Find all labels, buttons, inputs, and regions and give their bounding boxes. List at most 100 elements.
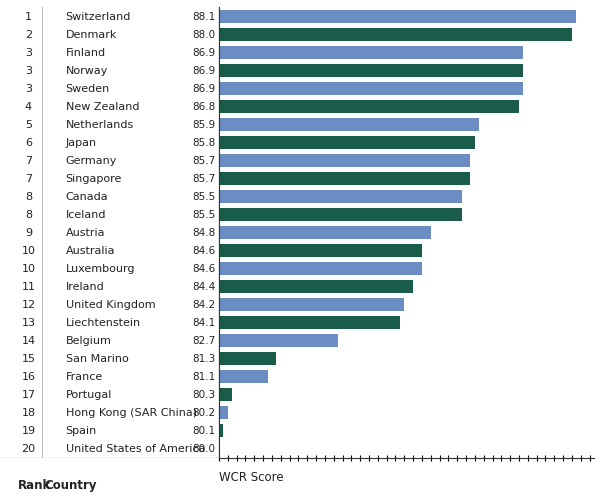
Text: Netherlands: Netherlands [66,120,134,130]
Text: 10: 10 [22,264,35,274]
Text: Rank: Rank [18,478,51,491]
Text: 82.7: 82.7 [192,336,215,346]
Text: 7: 7 [25,174,32,184]
Text: 6: 6 [25,138,32,148]
Bar [219,299,404,311]
Bar [219,119,479,132]
Text: 85.7: 85.7 [192,156,215,166]
Text: Iceland: Iceland [66,210,106,220]
Bar [219,244,422,258]
Text: Spain: Spain [66,425,97,435]
Text: 5: 5 [25,120,32,130]
Text: 2: 2 [25,31,32,41]
Text: 85.8: 85.8 [192,138,215,148]
Text: Country: Country [44,478,97,491]
Text: 18: 18 [22,408,35,418]
Text: United States of America: United States of America [66,443,205,453]
Text: Singapore: Singapore [66,174,122,184]
Bar [219,155,470,167]
Bar [219,83,523,96]
Text: 84.2: 84.2 [192,300,215,310]
Bar [219,263,422,276]
Bar [219,208,461,221]
X-axis label: WCR Score: WCR Score [219,470,284,483]
Text: Hong Kong (SAR China): Hong Kong (SAR China) [66,408,197,418]
Bar [219,316,400,329]
Text: 84.4: 84.4 [192,282,215,292]
Text: 11: 11 [22,282,35,292]
Text: 84.1: 84.1 [192,318,215,328]
Text: Luxembourg: Luxembourg [66,264,135,274]
Text: 7: 7 [25,156,32,166]
Text: Belgium: Belgium [66,336,112,346]
Text: Austria: Austria [66,228,105,238]
Text: Sweden: Sweden [66,84,110,94]
Text: Portugal: Portugal [66,390,112,400]
Text: Canada: Canada [66,192,109,202]
Text: 3: 3 [25,84,32,94]
Text: 85.7: 85.7 [192,174,215,184]
Bar [219,388,232,401]
Bar [219,352,277,365]
Text: 19: 19 [22,425,35,435]
Text: 84.6: 84.6 [192,264,215,274]
Text: 80.0: 80.0 [193,443,215,453]
Text: 15: 15 [22,354,35,364]
Text: 14: 14 [22,336,35,346]
Bar [219,334,338,347]
Text: 80.1: 80.1 [193,425,215,435]
Text: San Marino: San Marino [66,354,128,364]
Bar [219,29,572,42]
Text: 85.5: 85.5 [192,210,215,220]
Text: 88.0: 88.0 [193,31,215,41]
Text: 85.9: 85.9 [192,120,215,130]
Text: 88.1: 88.1 [192,13,215,23]
Text: Ireland: Ireland [66,282,104,292]
Bar [219,424,223,437]
Bar [219,101,519,114]
Text: New Zealand: New Zealand [66,102,139,112]
Text: 85.5: 85.5 [192,192,215,202]
Bar [219,226,431,239]
Bar [219,370,268,383]
Bar [219,137,475,150]
Text: 86.9: 86.9 [192,48,215,58]
Text: 16: 16 [22,372,35,382]
Bar [219,173,470,185]
Text: 86.8: 86.8 [192,102,215,112]
Bar [219,47,523,60]
Text: France: France [66,372,103,382]
Text: Denmark: Denmark [66,31,117,41]
Text: 3: 3 [25,48,32,58]
Text: 8: 8 [25,192,32,202]
Text: 9: 9 [25,228,32,238]
Bar [219,281,413,293]
Text: 81.3: 81.3 [192,354,215,364]
Bar [219,406,228,419]
Text: 84.6: 84.6 [192,246,215,256]
Text: Germany: Germany [66,156,117,166]
Text: Finland: Finland [66,48,106,58]
Text: 4: 4 [25,102,32,112]
Text: 12: 12 [22,300,35,310]
Text: Switzerland: Switzerland [66,13,131,23]
Text: 3: 3 [25,66,32,76]
Text: 13: 13 [22,318,35,328]
Text: 10: 10 [22,246,35,256]
Bar [219,65,523,78]
Text: Liechtenstein: Liechtenstein [66,318,141,328]
Text: 20: 20 [22,443,35,453]
Text: 81.1: 81.1 [192,372,215,382]
Text: 80.2: 80.2 [193,408,215,418]
Text: Australia: Australia [66,246,115,256]
Text: 86.9: 86.9 [192,84,215,94]
Bar [219,11,577,24]
Text: Japan: Japan [66,138,97,148]
Text: United Kingdom: United Kingdom [66,300,155,310]
Text: 86.9: 86.9 [192,66,215,76]
Text: 80.3: 80.3 [193,390,215,400]
Text: 1: 1 [25,13,32,23]
Bar [219,190,461,203]
Text: 84.8: 84.8 [192,228,215,238]
Text: 8: 8 [25,210,32,220]
